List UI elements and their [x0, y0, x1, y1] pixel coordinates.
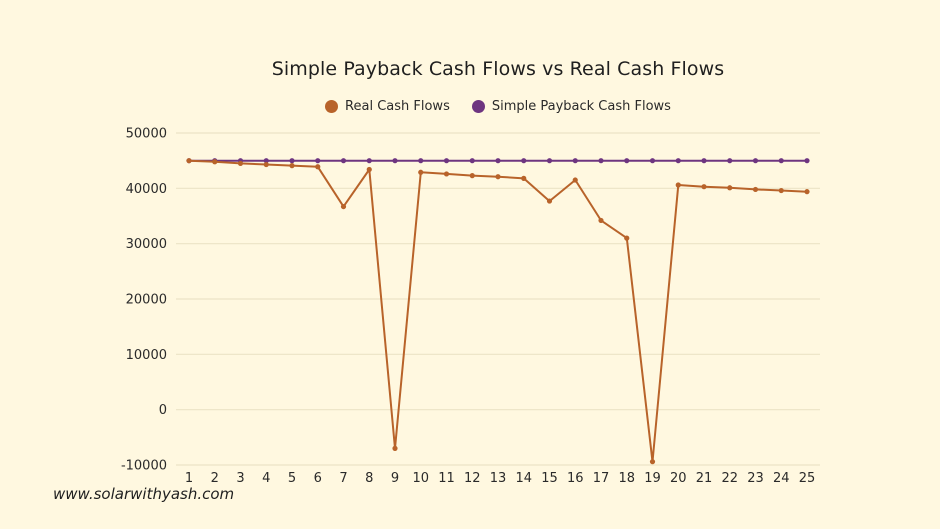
data-point-marker: [418, 169, 424, 175]
y-tick-label: 30000: [126, 237, 167, 252]
data-point-marker: [315, 164, 321, 170]
x-tick-label: 13: [490, 471, 507, 486]
data-point-marker: [804, 189, 810, 195]
data-point-marker: [778, 187, 784, 194]
legend-dot-real-icon: [325, 100, 339, 113]
chart-legend: Real Cash Flows Simple Payback Cash Flow…: [0, 99, 940, 114]
data-point-marker: [624, 158, 630, 164]
x-tick-label: 24: [773, 471, 790, 486]
x-tick-label: 20: [670, 471, 687, 486]
data-point-marker: [469, 173, 475, 179]
data-point-marker: [237, 160, 244, 167]
x-tick-label: 15: [541, 471, 558, 486]
gridlines: [176, 132, 820, 466]
data-point-marker: [701, 184, 707, 190]
data-point-marker: [675, 182, 681, 188]
x-tick-label: 19: [644, 471, 661, 486]
data-point-marker: [727, 158, 733, 164]
x-tick-label: 3: [236, 471, 244, 486]
data-point-marker: [546, 158, 553, 164]
real-cash-flows-line: [188, 159, 808, 463]
x-tick-label: 10: [412, 471, 429, 486]
x-tick-label: 11: [438, 471, 455, 486]
data-point-marker: [495, 158, 501, 164]
data-point-marker: [521, 175, 527, 181]
x-tick-label: 18: [618, 471, 635, 486]
x-tick-label: 22: [721, 471, 738, 486]
data-point-marker: [727, 185, 733, 191]
x-tick-label: 4: [262, 471, 270, 486]
legend-dot-simple-icon: [471, 100, 485, 113]
x-tick-label: 23: [747, 471, 764, 486]
x-tick-label: 14: [515, 471, 532, 486]
x-tick-label: 5: [288, 471, 296, 486]
legend-item-simple: Simple Payback Cash Flows: [471, 99, 671, 114]
data-point-marker: [263, 161, 269, 168]
x-tick-label: 1: [185, 471, 193, 486]
data-point-marker: [392, 158, 398, 164]
data-point-marker: [649, 459, 656, 465]
data-point-marker: [263, 158, 269, 164]
x-tick-label: 21: [696, 471, 713, 486]
data-point-marker: [752, 186, 759, 193]
data-point-marker: [340, 158, 347, 164]
x-tick-label: 12: [464, 471, 481, 486]
data-point-marker: [598, 158, 604, 164]
data-point-marker: [289, 163, 295, 169]
x-tick-label: 16: [567, 471, 584, 486]
data-point-marker: [289, 158, 295, 164]
data-point-marker: [598, 217, 604, 224]
data-point-marker: [366, 166, 372, 173]
data-point-marker: [546, 198, 553, 204]
data-point-marker: [572, 177, 578, 183]
data-point-marker: [778, 158, 784, 164]
y-tick-label: 40000: [126, 182, 167, 197]
data-point-marker: [315, 158, 321, 164]
data-point-marker: [212, 159, 218, 165]
x-tick-label: 8: [365, 471, 373, 486]
legend-label-real: Real Cash Flows: [345, 99, 450, 114]
data-point-marker: [443, 171, 450, 177]
chart-title: Simple Payback Cash Flows vs Real Cash F…: [271, 58, 725, 80]
data-point-marker: [649, 158, 656, 164]
x-tick-label: 6: [314, 471, 322, 486]
data-point-marker: [752, 158, 759, 164]
data-point-marker: [521, 158, 527, 164]
data-point-marker: [469, 158, 475, 164]
legend-label-simple: Simple Payback Cash Flows: [491, 99, 671, 114]
data-point-marker: [675, 158, 681, 164]
data-point-marker: [340, 203, 347, 210]
data-point-marker: [624, 235, 630, 241]
x-tick-label: 2: [211, 471, 219, 486]
data-point-marker: [443, 158, 450, 164]
x-axis-ticks: 1 2 3 4 5 6 7 8 9 10 11 12 13 14 15 16 17 18 19 20 21 22 23 24 2…: [185, 471, 815, 486]
y-tick-label: 50000: [126, 127, 167, 142]
x-tick-label: 9: [391, 471, 399, 486]
data-point-marker: [186, 158, 192, 164]
y-tick-label: 10000: [126, 348, 167, 363]
y-tick-label: 0: [159, 403, 167, 418]
data-point-marker: [495, 174, 501, 180]
data-point-marker: [392, 445, 398, 451]
data-point-marker: [366, 158, 372, 164]
x-tick-label: 17: [593, 471, 610, 486]
x-tick-label: 25: [799, 471, 816, 486]
y-tick-label: 20000: [126, 293, 167, 308]
data-series: [186, 158, 810, 465]
x-tick-label: 7: [339, 471, 347, 486]
watermark-url: www.solarwithyash.com: [53, 485, 235, 503]
y-tick-label: -10000: [121, 459, 167, 474]
legend-item-real: Real Cash Flows: [325, 99, 450, 114]
data-point-marker: [418, 158, 424, 164]
y-axis-ticks: -10000 0 10000 20000 30000 40000 50000: [121, 127, 167, 474]
data-point-marker: [572, 158, 578, 164]
data-point-marker: [701, 158, 707, 164]
data-point-marker: [804, 158, 810, 164]
